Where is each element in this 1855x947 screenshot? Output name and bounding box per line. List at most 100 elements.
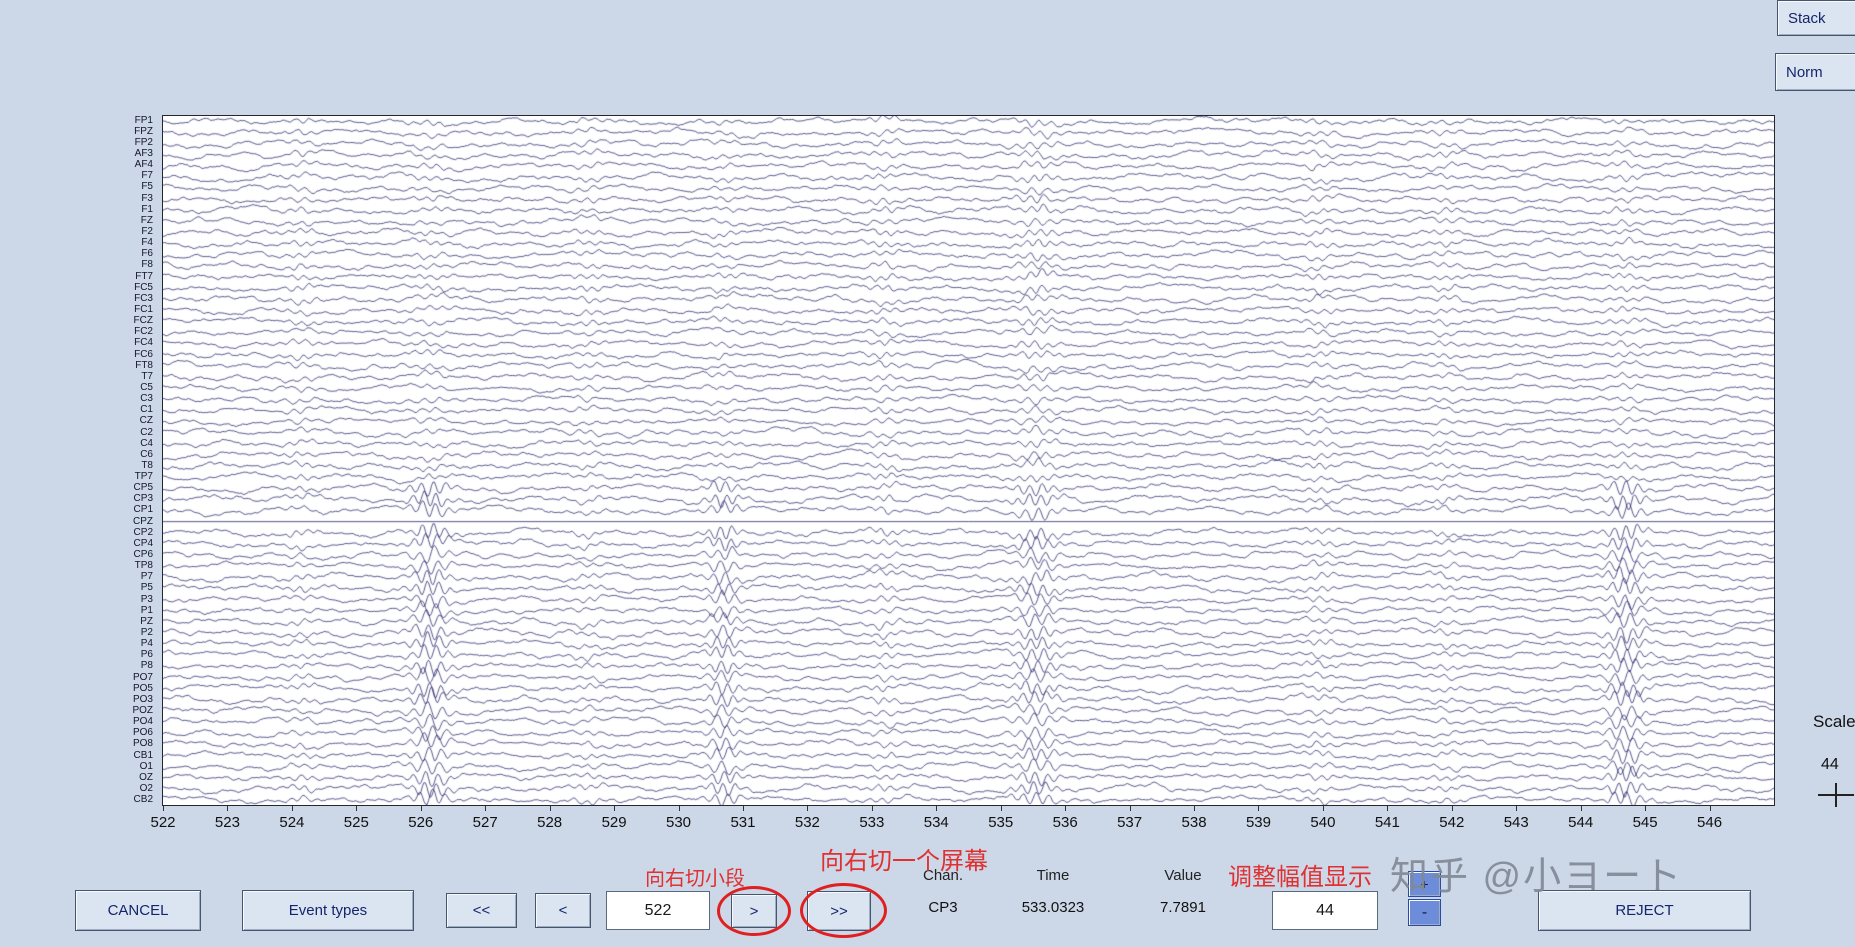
channel-label: FC1 (134, 303, 153, 315)
channel-label: CZ (139, 415, 153, 427)
value-readout-value: 7.7891 (1160, 899, 1206, 916)
channel-label: C5 (140, 381, 153, 393)
channel-label: O2 (139, 783, 153, 794)
channel-label: FC2 (134, 326, 153, 338)
channel-label: FT7 (135, 270, 153, 282)
x-tick-label: 536 (1052, 814, 1078, 831)
channel-label: P4 (140, 638, 153, 650)
channel-label: PO3 (132, 693, 153, 705)
x-tick-label: 522 (150, 814, 176, 831)
x-tick-label: 534 (923, 814, 949, 831)
channel-label: CP2 (133, 526, 153, 538)
x-tick-mark (1645, 806, 1647, 811)
x-tick-mark (1322, 806, 1324, 811)
x-tick-mark (163, 806, 164, 811)
channel-label-column: FP1 FPZ FP2 AF3 AF4 F7 F5 F3 F1 FZ F2 F4 F6 F8 FT7 FC5 F… (92, 115, 158, 806)
channel-label: OZ (139, 771, 153, 783)
stack-button[interactable]: Stack (1777, 0, 1855, 36)
x-tick-label: 528 (537, 814, 563, 831)
x-tick-mark (291, 806, 293, 811)
channel-label: C2 (140, 426, 153, 438)
channel-label: TP8 (134, 560, 153, 572)
channel-label: P8 (140, 660, 153, 672)
channel-label: CP1 (133, 504, 153, 516)
time-axis: 522 523 524 525 526 527 528 529 530 531 532 533 534 5… (150, 806, 1775, 840)
x-tick-label: 537 (1117, 814, 1143, 831)
channel-label: C3 (140, 393, 153, 405)
x-tick-mark (1451, 806, 1453, 811)
channel-label: FT8 (135, 359, 153, 371)
channel-label: FC6 (134, 348, 153, 360)
channel-label: P5 (140, 582, 153, 594)
annotation-cut-screen: 向右切一个屏幕 (820, 848, 988, 875)
x-tick-label: 527 (472, 814, 498, 831)
channel-label: F4 (141, 237, 153, 249)
channel-label: F6 (141, 248, 153, 260)
time-readout-label: Time (1036, 867, 1070, 884)
channel-label: C6 (140, 448, 153, 460)
x-tick-mark (485, 806, 487, 811)
channel-label: P1 (140, 604, 153, 616)
x-tick-label: 526 (408, 814, 434, 831)
x-tick-label: 530 (666, 814, 692, 831)
x-tick-mark (1129, 806, 1131, 811)
cancel-button[interactable]: CANCEL (75, 890, 201, 931)
channel-label: AF3 (134, 147, 153, 159)
channel-label: T7 (141, 370, 153, 382)
fast-back-button[interactable]: << (446, 893, 517, 928)
x-tick-mark (936, 806, 938, 811)
x-tick-mark (1387, 806, 1389, 811)
eeg-plot-canvas[interactable] (163, 116, 1774, 805)
channel-label: F2 (141, 225, 153, 237)
x-tick-label: 546 (1697, 814, 1723, 831)
scale-label: Scale (1813, 712, 1855, 731)
channel-label: PO4 (132, 716, 153, 728)
scale-indicator-horizontal (1818, 794, 1854, 796)
amplitude-minus-button[interactable]: - (1408, 899, 1441, 926)
channel-label: CP3 (133, 493, 153, 505)
x-tick-label: 529 (601, 814, 627, 831)
channel-label: FCZ (133, 315, 153, 327)
time-position-input[interactable] (606, 891, 710, 930)
fast-forward-button[interactable]: >> (807, 891, 871, 931)
channel-label: F1 (141, 203, 153, 215)
time-readout-value: 533.0323 (1021, 899, 1085, 916)
x-tick-label: 531 (730, 814, 756, 831)
x-tick-label: 538 (1181, 814, 1207, 831)
norm-button[interactable]: Norm (1775, 53, 1855, 91)
x-tick-label: 539 (1245, 814, 1271, 831)
eeg-plot-frame (162, 115, 1775, 806)
x-tick-mark (356, 806, 358, 811)
channel-label: PO7 (132, 671, 153, 683)
channel-label: PZ (140, 615, 153, 627)
x-tick-mark (1194, 806, 1196, 811)
x-tick-mark (678, 806, 680, 811)
channel-label: CB1 (133, 749, 153, 761)
x-tick-label: 524 (279, 814, 305, 831)
channel-label: CP6 (133, 549, 153, 561)
channel-label: TP7 (134, 471, 153, 483)
channel-label: POZ (132, 705, 153, 717)
event-types-button[interactable]: Event types (242, 890, 414, 931)
x-tick-label: 535 (988, 814, 1014, 831)
x-tick-label: 533 (859, 814, 885, 831)
amplitude-plus-button[interactable]: + (1408, 871, 1441, 897)
channel-label: FZ (140, 214, 153, 226)
x-tick-mark (871, 806, 873, 811)
x-tick-mark (227, 806, 229, 811)
channel-label: CB2 (133, 794, 153, 806)
forward-button[interactable]: > (731, 894, 777, 928)
channel-label: F7 (141, 170, 153, 182)
x-tick-mark (549, 806, 551, 811)
channel-readout-label: Chan. (922, 867, 964, 884)
back-button[interactable]: < (535, 893, 591, 928)
amplitude-scale-input[interactable] (1272, 891, 1378, 930)
channel-label: FC3 (134, 292, 153, 304)
channel-label: C1 (140, 404, 153, 416)
channel-label: P2 (140, 627, 153, 639)
channel-readout-value: CP3 (928, 899, 958, 916)
x-tick-mark (742, 806, 744, 811)
reject-button[interactable]: REJECT (1538, 890, 1751, 931)
x-tick-mark (1516, 806, 1518, 811)
